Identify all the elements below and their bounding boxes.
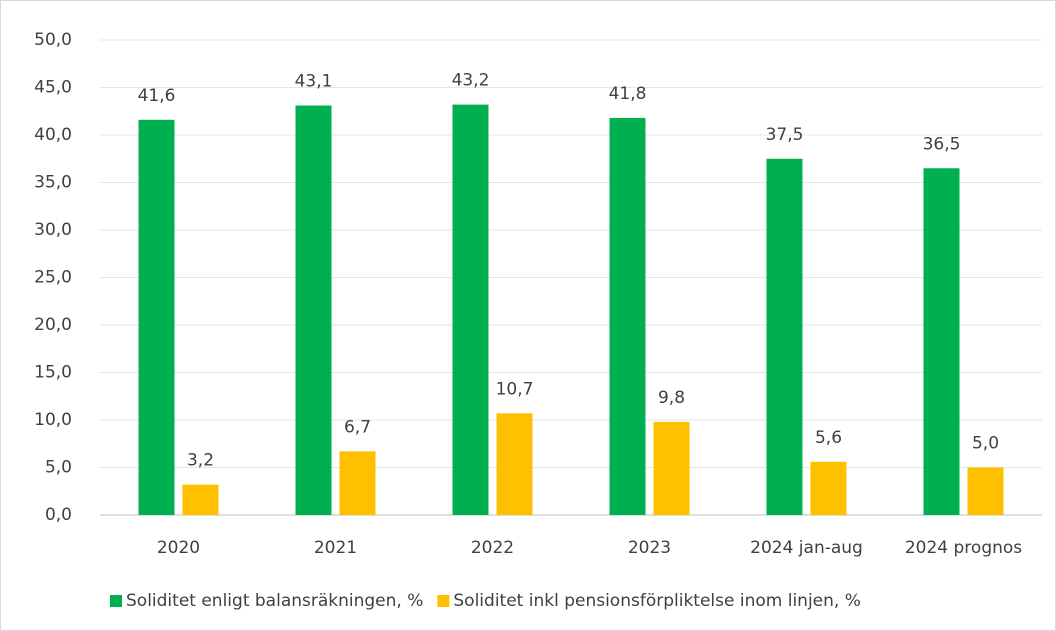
- bar: [339, 451, 376, 515]
- y-tick-label: 45,0: [34, 78, 72, 98]
- y-tick-label: 50,0: [34, 30, 72, 50]
- bar: [766, 158, 803, 515]
- legend-swatch: [110, 595, 122, 607]
- bar: [138, 119, 175, 516]
- y-tick-label: 20,0: [34, 315, 72, 335]
- bar: [609, 117, 646, 516]
- legend-label: Soliditet inkl pensionsförpliktelse inom…: [453, 591, 860, 611]
- x-tick-label: 2022: [471, 538, 514, 558]
- bar: [452, 104, 489, 515]
- data-label: 41,6: [138, 86, 176, 106]
- bar: [182, 484, 219, 515]
- x-tick-label: 2023: [628, 538, 671, 558]
- y-tick-label: 5,0: [45, 458, 72, 478]
- legend-swatch: [437, 595, 450, 607]
- x-tick-label: 2024 jan-aug: [750, 538, 863, 558]
- data-label: 5,0: [972, 434, 999, 454]
- x-tick-label: 2024 prognos: [905, 538, 1022, 558]
- data-label: 9,8: [658, 388, 685, 408]
- bar: [810, 461, 847, 515]
- data-label: 36,5: [923, 134, 961, 154]
- x-tick-label: 2021: [314, 538, 357, 558]
- x-tick-label: 2020: [157, 538, 200, 558]
- data-label: 37,5: [766, 125, 804, 145]
- data-label: 10,7: [496, 379, 534, 399]
- bar: [295, 105, 332, 516]
- data-label: 43,1: [295, 72, 333, 92]
- bar: [496, 413, 533, 515]
- y-tick-label: 25,0: [34, 268, 72, 288]
- y-tick-label: 40,0: [34, 125, 72, 145]
- y-tick-label: 35,0: [34, 173, 72, 193]
- data-label: 6,7: [344, 417, 371, 437]
- data-label: 41,8: [609, 84, 647, 104]
- y-tick-label: 15,0: [34, 363, 72, 383]
- bar: [653, 421, 690, 515]
- data-label: 5,6: [815, 428, 842, 448]
- bar: [967, 467, 1004, 515]
- legend-label: Soliditet enligt balansräkningen, %: [126, 591, 423, 611]
- data-label: 43,2: [452, 71, 490, 91]
- y-tick-label: 30,0: [34, 220, 72, 240]
- y-tick-label: 10,0: [34, 410, 72, 430]
- y-tick-label: 0,0: [45, 505, 72, 525]
- bar: [923, 168, 960, 515]
- data-label: 3,2: [187, 451, 214, 471]
